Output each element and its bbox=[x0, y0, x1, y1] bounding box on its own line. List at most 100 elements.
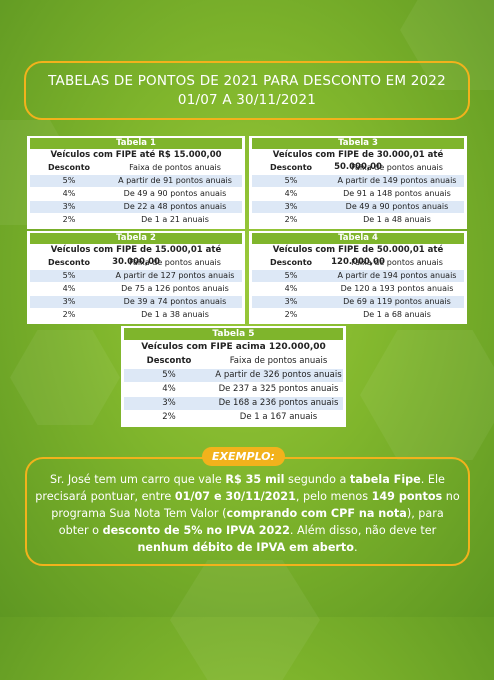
example-segment: . Além disso, não deve ter bbox=[289, 524, 437, 537]
range-cell: A partir de 91 pontos anuais bbox=[118, 176, 232, 185]
discount-cell: 5% bbox=[62, 176, 76, 185]
discount-header: Desconto bbox=[47, 163, 91, 172]
range-cell: De 22 a 48 pontos anuais bbox=[123, 202, 227, 211]
range-cell: De 1 a 48 anuais bbox=[363, 215, 431, 224]
table-row: 3% De 69 a 119 pontos anuais bbox=[252, 295, 464, 308]
table-row: 4% De 75 a 126 pontos anuais bbox=[30, 282, 242, 295]
range-cell: De 49 a 90 pontos anuais bbox=[345, 202, 449, 211]
discount-cell: 4% bbox=[62, 284, 76, 293]
table-row: 3% De 168 a 236 pontos anuais bbox=[124, 396, 343, 410]
table-row: 2% De 1 a 167 anuais bbox=[124, 410, 343, 424]
table-row: 2% De 1 a 68 anuais bbox=[252, 308, 464, 321]
table-row: 2% De 1 a 48 anuais bbox=[252, 213, 464, 226]
range-cell: De 1 a 38 anuais bbox=[141, 310, 209, 319]
discount-header: Desconto bbox=[47, 258, 91, 267]
discount-cell: 2% bbox=[284, 215, 298, 224]
example-segment-bold: tabela Fipe bbox=[349, 473, 421, 486]
discount-cell: 3% bbox=[62, 297, 76, 306]
range-cell: De 49 a 90 pontos anuais bbox=[123, 189, 227, 198]
discount-header: Desconto bbox=[269, 258, 313, 267]
example-box: Sr. José tem um carro que vale R$ 35 mil… bbox=[25, 457, 470, 566]
table-row: 4% De 120 a 193 pontos anuais bbox=[252, 282, 464, 295]
range-header: Faixa de pontos anuais bbox=[351, 258, 443, 267]
range-cell: De 1 a 68 anuais bbox=[363, 310, 431, 319]
title-line-1: TABELAS DE PONTOS DE 2021 PARA DESCONTO … bbox=[48, 73, 446, 89]
range-cell: De 75 a 126 pontos anuais bbox=[121, 284, 229, 293]
table-row: 3% De 22 a 48 pontos anuais bbox=[30, 200, 242, 213]
table-header-row: Desconto Faixa de pontos anuais bbox=[30, 161, 242, 174]
discount-cell: 3% bbox=[62, 202, 76, 211]
table-row: 5% A partir de 91 pontos anuais bbox=[30, 174, 242, 187]
discount-cell: 4% bbox=[162, 384, 176, 394]
example-segment: . Ele precisará pontuar, entre bbox=[35, 473, 445, 503]
example-segment: Sr. José tem um carro que vale bbox=[50, 473, 226, 486]
table-header-row: Desconto Faixa de pontos anuais bbox=[252, 256, 464, 269]
range-cell: A partir de 127 pontos anuais bbox=[115, 271, 235, 280]
title-line-2: 01/07 A 30/11/2021 bbox=[177, 92, 317, 108]
table-title: Tabela 1 bbox=[30, 138, 242, 149]
range-cell: De 69 a 119 pontos anuais bbox=[343, 297, 451, 306]
table-4: Tabela 4 Veículos com FIPE de 50.000,01 … bbox=[249, 231, 467, 324]
vehicle-range: Veículos com FIPE de 50.000,01 até 120.0… bbox=[272, 245, 444, 267]
table-row: 4% De 49 a 90 pontos anuais bbox=[30, 187, 242, 200]
discount-cell: 4% bbox=[284, 189, 298, 198]
example-segment: ), para obter o bbox=[58, 507, 444, 537]
range-cell: A partir de 194 pontos anuais bbox=[337, 271, 457, 280]
table-row: 3% De 39 a 74 pontos anuais bbox=[30, 295, 242, 308]
range-header: Faixa de pontos anuais bbox=[129, 163, 221, 172]
example-segment-bold: 01/07 e 30/11/2021 bbox=[174, 490, 296, 503]
range-header: Faixa de pontos anuais bbox=[229, 356, 328, 366]
table-row: 2% De 1 a 21 anuais bbox=[30, 213, 242, 226]
table-2: Tabela 2 Veículos com FIPE de 15.000,01 … bbox=[27, 231, 245, 324]
range-cell: De 91 a 148 pontos anuais bbox=[343, 189, 451, 198]
table-title: Tabela 4 bbox=[252, 233, 464, 244]
table-row: 5% A partir de 127 pontos anuais bbox=[30, 269, 242, 282]
discount-cell: 2% bbox=[284, 310, 298, 319]
range-cell: De 120 a 193 pontos anuais bbox=[340, 284, 454, 293]
example-segment-bold: nenhum débito de IPVA em aberto bbox=[137, 541, 354, 554]
discount-cell: 2% bbox=[62, 215, 76, 224]
discount-cell: 5% bbox=[62, 271, 76, 280]
example-segment: no programa Sua Nota Tem Valor ( bbox=[51, 490, 460, 520]
example-segment-bold: comprando com CPF na nota bbox=[226, 507, 407, 520]
table-row: 4% De 91 a 148 pontos anuais bbox=[252, 187, 464, 200]
vehicle-range: Veículos com FIPE de 15.000,01 até 30.00… bbox=[50, 245, 222, 267]
example-segment-bold: desconto de 5% no IPVA 2022 bbox=[102, 524, 290, 537]
table-1: Tabela 1 Veículos com FIPE até R$ 15.000… bbox=[27, 136, 245, 229]
table-row: 5% A partir de 194 pontos anuais bbox=[252, 269, 464, 282]
discount-cell: 3% bbox=[284, 297, 298, 306]
table-header-row: Desconto Faixa de pontos anuais bbox=[30, 256, 242, 269]
range-cell: A partir de 326 pontos anuais bbox=[215, 370, 342, 380]
discount-cell: 5% bbox=[162, 370, 176, 380]
table-header-row: Desconto Faixa de pontos anuais bbox=[124, 354, 343, 368]
table-title: Tabela 2 bbox=[30, 233, 242, 244]
discount-header: Desconto bbox=[269, 163, 313, 172]
vehicle-range: Veículos com FIPE acima 120.000,00 bbox=[141, 342, 326, 352]
range-cell: A partir de 149 pontos anuais bbox=[337, 176, 457, 185]
table-row: 2% De 1 a 38 anuais bbox=[30, 308, 242, 321]
table-title: Tabela 5 bbox=[124, 328, 343, 340]
example-segment-bold: R$ 35 mil bbox=[225, 473, 285, 486]
example-segment: segundo a bbox=[284, 473, 350, 486]
example-badge: EXEMPLO: bbox=[202, 447, 285, 466]
range-cell: De 1 a 21 anuais bbox=[141, 215, 209, 224]
title-box: TABELAS DE PONTOS DE 2021 PARA DESCONTO … bbox=[24, 61, 470, 120]
discount-cell: 5% bbox=[284, 176, 298, 185]
example-segment: . bbox=[353, 541, 358, 554]
discount-cell: 2% bbox=[62, 310, 76, 319]
table-row: 3% De 49 a 90 pontos anuais bbox=[252, 200, 464, 213]
table-row: 5% A partir de 326 pontos anuais bbox=[124, 368, 343, 382]
table-title: Tabela 3 bbox=[252, 138, 464, 149]
range-cell: De 1 a 167 anuais bbox=[239, 412, 318, 422]
vehicle-range: Veículos com FIPE até R$ 15.000,00 bbox=[50, 150, 222, 160]
discount-cell: 3% bbox=[284, 202, 298, 211]
table-row: 5% A partir de 149 pontos anuais bbox=[252, 174, 464, 187]
example-segment: , pelo menos bbox=[295, 490, 372, 503]
range-header: Faixa de pontos anuais bbox=[351, 163, 443, 172]
table-3: Tabela 3 Veículos com FIPE de 30.000,01 … bbox=[249, 136, 467, 229]
discount-cell: 3% bbox=[162, 398, 176, 408]
table-5: Tabela 5 Veículos com FIPE acima 120.000… bbox=[121, 326, 346, 427]
table-row: 4% De 237 a 325 pontos anuais bbox=[124, 382, 343, 396]
range-cell: De 237 a 325 pontos anuais bbox=[218, 384, 339, 394]
discount-cell: 5% bbox=[284, 271, 298, 280]
